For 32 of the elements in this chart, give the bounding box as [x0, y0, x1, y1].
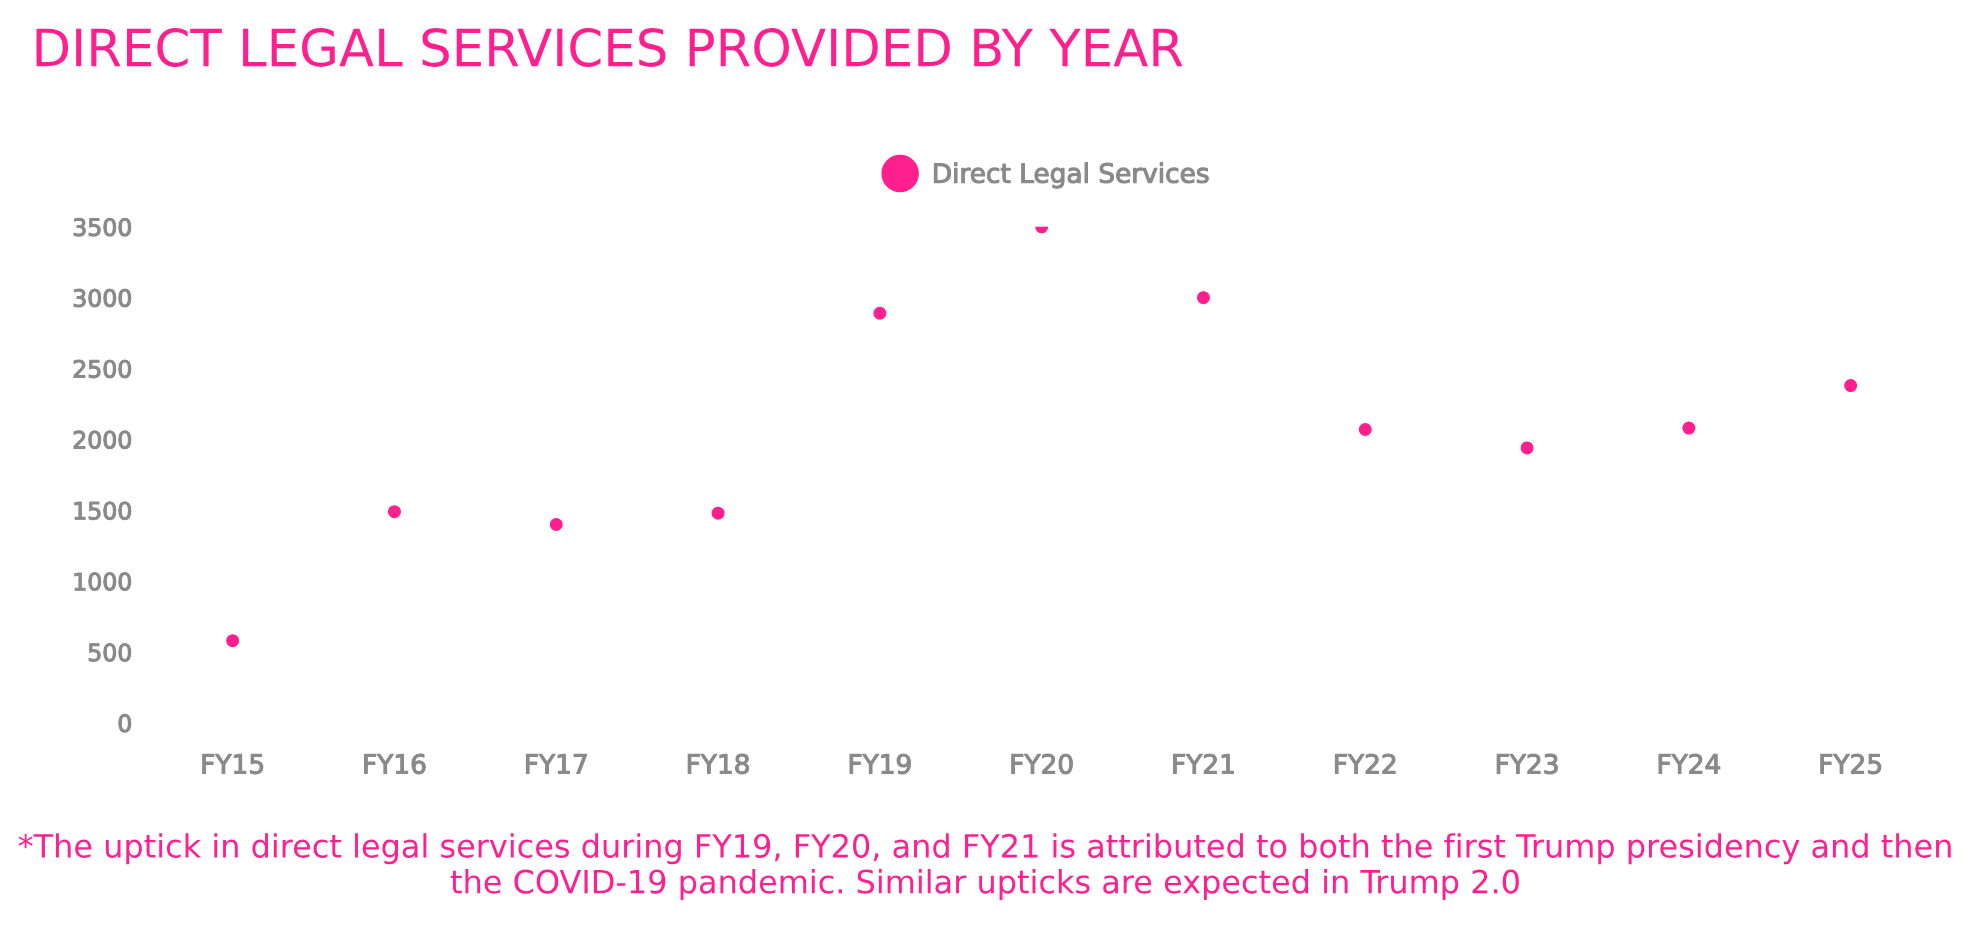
- x-tick-label: FY18: [688, 753, 749, 774]
- point: [1520, 441, 1534, 455]
- x-tick-label: FY24: [1659, 753, 1720, 774]
- x-tick-label: FY25: [1820, 753, 1881, 774]
- y-tick-label: 1000: [74, 572, 131, 591]
- y-tick-label: 2500: [73, 360, 131, 378]
- x-tick-label: FY21: [1173, 753, 1234, 774]
- x-tick-label: FY20: [1011, 753, 1073, 774]
- point: [1682, 421, 1696, 435]
- x-tick-label: FY17: [526, 754, 587, 774]
- point: [1358, 422, 1372, 437]
- point: [1196, 291, 1210, 305]
- point: [549, 517, 563, 531]
- x-tick-label: FY19: [850, 753, 911, 774]
- y-tick-label: 2000: [73, 430, 131, 449]
- x-tick-label: FY22: [1335, 753, 1396, 774]
- x-tick-label: FY15: [202, 754, 263, 774]
- y-tick-label: 1500: [74, 501, 131, 520]
- point: [1844, 379, 1858, 393]
- point: [387, 505, 401, 519]
- text: *The uptick in direct legal services during FY19, FY20, and FY21 is attributed to both the first Trump presidency and then the COVID-19 pandemic. Similar upticks are expected in Trump 2.0: [18, 833, 1951, 900]
- point: [711, 506, 725, 520]
- y-tick-label: 3000: [74, 289, 131, 307]
- y-tick-label: 3500: [74, 218, 131, 237]
- y-tick-label: 0: [118, 714, 131, 733]
- y-tick-label: 500: [89, 643, 131, 662]
- point: [873, 306, 887, 320]
- chart-title: DIRECT LEGAL SERVICES PROVIDED BY YEAR: [36, 28, 1183, 67]
- x-tick-label: FY16: [364, 753, 426, 774]
- x-tick-label: FY23: [1497, 753, 1558, 774]
- point: [226, 634, 240, 648]
- legend-label: Direct Legal Services: [934, 162, 1209, 189]
